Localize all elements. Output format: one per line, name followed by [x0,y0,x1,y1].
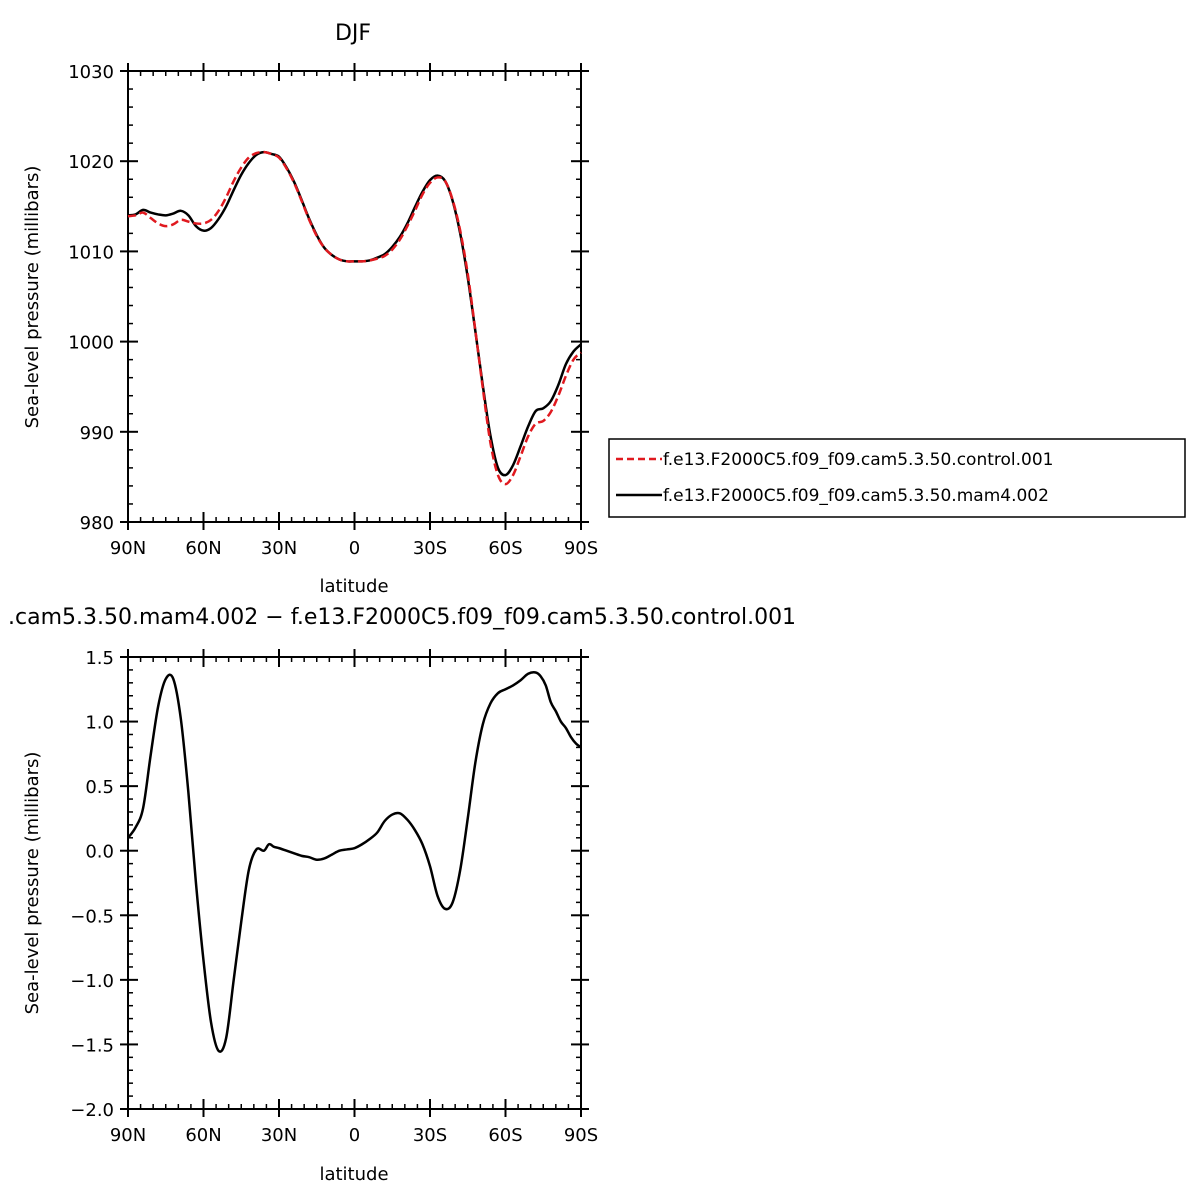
bottom-x-axis-label: latitude [319,1164,388,1185]
top-x-axis-label: latitude [319,576,388,597]
bottom-x-tick-label: 0 [349,1125,360,1146]
bottom-x-tick-label: 60N [185,1125,221,1146]
bottom-ticks: 90N 60N 30N 0 30S 60S 90S −2.0 −1.5 −1.0 −0.5 0.0 0.… [70,648,598,1146]
top-x-tick-label: 90N [110,538,146,559]
top-x-tick-label: 60N [185,538,221,559]
bottom-series-line-0 [126,671,582,1053]
bottom-x-tick-label: 30N [261,1125,297,1146]
bottom-y-tick-label: 0.0 [85,842,114,863]
bottom-y-tick-label: −1.0 [70,971,114,992]
legend-box [608,438,1186,518]
top-y-tick-label: 1010 [68,242,114,263]
bottom-y-axis-label: Sea-level pressure (millibars) [22,752,43,1015]
top-x-tick-label: 90S [564,538,598,559]
bottom-x-tick-label: 90S [564,1125,598,1146]
bottom-x-tick-label: 60S [488,1125,522,1146]
bottom-x-tick-label: 30S [413,1125,447,1146]
bottom-y-tick-label: 1.0 [85,713,114,734]
legend-label-control: f.e13.F2000C5.f09_f09.cam5.3.50.control.… [663,450,1054,470]
bottom-panel: .cam5.3.50.mam4.002 − f.e13.F2000C5.f09_… [8,605,796,1185]
top-panel: DJF 90N 60N 30N 0 30S 60S 90S 980 990 1000 1010 102… [22,21,598,597]
top-y-tick-label: 1030 [68,62,114,83]
top-y-tick-label: 990 [80,423,114,444]
legend-label-mam4: f.e13.F2000C5.f09_f09.cam5.3.50.mam4.002 [663,486,1049,506]
top-x-tick-label: 30N [261,538,297,559]
top-series-line-1 [127,150,582,477]
top-series-lines [127,150,582,486]
bottom-chart-title: .cam5.3.50.mam4.002 − f.e13.F2000C5.f09_… [8,605,796,630]
bottom-y-tick-label: −2.0 [70,1100,114,1121]
bottom-series-lines [126,671,582,1053]
bottom-y-tick-label: 1.5 [85,648,114,669]
bottom-y-tick-label: −0.5 [70,906,114,927]
bottom-y-tick-label: 0.5 [85,777,114,798]
top-y-tick-label: 980 [80,513,114,534]
top-y-tick-label: 1020 [68,152,114,173]
bottom-x-tick-label: 90N [110,1125,146,1146]
top-ticks: 90N 60N 30N 0 30S 60S 90S 980 990 1000 1010 1020 103… [68,62,598,559]
top-plot-frame [127,70,582,523]
top-y-tick-label: 1000 [68,333,114,354]
top-x-tick-label: 0 [349,538,360,559]
bottom-y-tick-label: −1.5 [70,1035,114,1056]
top-series-line-0 [127,150,582,486]
top-y-axis-label: Sea-level pressure (millibars) [22,166,43,429]
top-x-tick-label: 60S [488,538,522,559]
legend: f.e13.F2000C5.f09_f09.cam5.3.50.control.… [608,438,1186,518]
top-chart-title: DJF [335,21,371,46]
top-x-tick-label: 30S [413,538,447,559]
